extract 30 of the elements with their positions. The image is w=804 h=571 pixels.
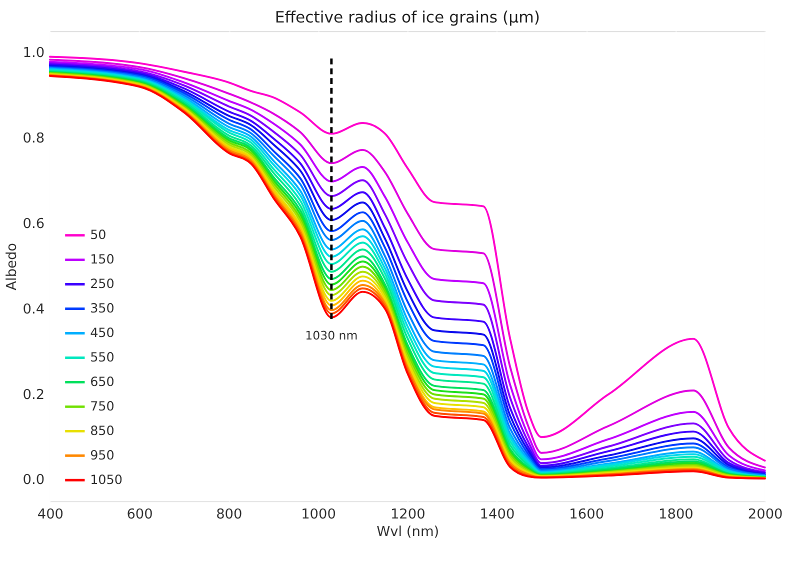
x-tick-label: 1600 (569, 506, 604, 522)
x-tick-label: 2000 (748, 506, 783, 522)
x-tick-label: 1000 (301, 506, 336, 522)
legend-label: 50 (90, 228, 106, 244)
legend-label: 250 (90, 277, 114, 292)
legend-label: 350 (90, 302, 114, 317)
y-tick-label: 0.6 (22, 216, 45, 232)
x-tick-label: 1200 (390, 506, 426, 522)
legend-label: 950 (90, 448, 114, 464)
ref-line-label: 1030 nm (305, 328, 358, 343)
legend-label: 750 (90, 400, 114, 415)
y-tick-label: 0.8 (22, 130, 45, 146)
x-tick-label: 1400 (480, 506, 515, 522)
y-tick-label: 0.2 (22, 386, 45, 403)
legend-label: 1050 (90, 473, 122, 488)
legend-label: 850 (90, 424, 114, 440)
x-tick-label: 800 (216, 506, 242, 522)
legend-label: 550 (90, 350, 114, 366)
y-tick-label: 0.4 (22, 301, 45, 318)
x-axis-title: Wvl (nm) (376, 524, 440, 540)
y-tick-label: 0.0 (22, 472, 45, 488)
x-tick-label: 1800 (658, 506, 694, 522)
x-tick-label: 600 (126, 506, 153, 522)
legend-label: 650 (90, 375, 114, 390)
y-tick-label: 1.0 (22, 44, 45, 61)
y-axis-title: Albedo (4, 242, 20, 290)
legend-label: 150 (90, 252, 114, 268)
x-tick-label: 400 (37, 506, 64, 522)
legend-label: 450 (90, 326, 114, 342)
chart-title: Effective radius of ice grains (µm) (274, 7, 540, 26)
